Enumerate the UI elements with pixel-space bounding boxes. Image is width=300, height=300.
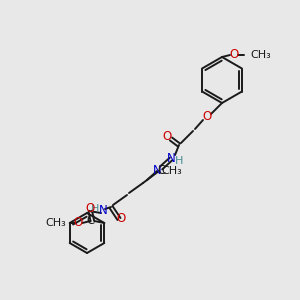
Text: O: O <box>202 110 211 124</box>
Text: O: O <box>74 217 83 230</box>
Text: O: O <box>230 49 238 62</box>
Text: C: C <box>157 164 165 178</box>
Text: C: C <box>86 214 94 227</box>
Text: CH₃: CH₃ <box>46 218 66 228</box>
Text: CH₃: CH₃ <box>161 166 182 176</box>
Text: N: N <box>99 205 107 218</box>
Text: N: N <box>153 164 161 178</box>
Text: H: H <box>91 204 99 214</box>
Text: CH₃: CH₃ <box>250 50 271 60</box>
Text: N: N <box>167 152 176 166</box>
Text: O: O <box>116 212 126 226</box>
Text: H: H <box>175 156 183 166</box>
Text: O: O <box>86 202 95 215</box>
Text: O: O <box>162 130 172 143</box>
